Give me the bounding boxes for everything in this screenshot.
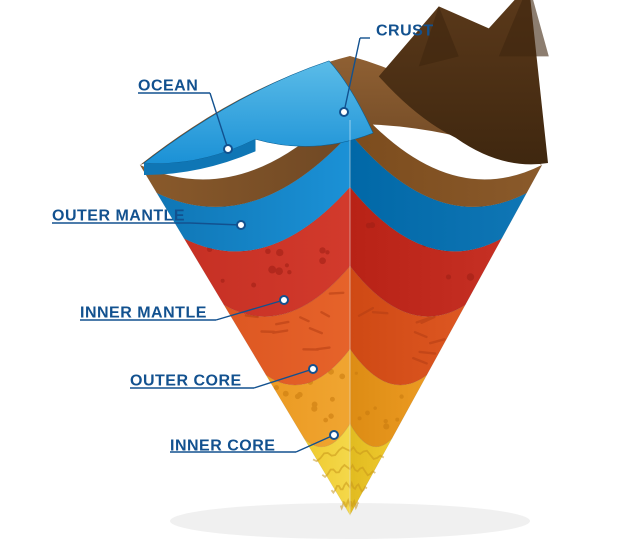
dot-inner_mantle xyxy=(280,296,288,304)
earth-cross-section-svg: CRUST OCEAN OUTER MANTLE INNER MANTLE OUTER … xyxy=(0,0,626,552)
label-outer_mantle: OUTER MANTLE xyxy=(52,208,185,225)
dot-outer_core xyxy=(309,365,317,373)
label-ocean: OCEAN xyxy=(138,78,198,95)
dot-inner_core xyxy=(330,431,338,439)
label-inner_core: INNER CORE xyxy=(170,438,275,455)
dot-crust xyxy=(340,108,348,116)
dot-outer_mantle xyxy=(237,221,245,229)
earth-layers-diagram: CRUST OCEAN OUTER MANTLE INNER MANTLE OUTER … xyxy=(0,0,626,552)
label-crust: CRUST xyxy=(376,23,434,40)
label-outer_core: OUTER CORE xyxy=(130,373,242,390)
label-inner_mantle: INNER MANTLE xyxy=(80,305,207,322)
dot-ocean xyxy=(224,145,232,153)
